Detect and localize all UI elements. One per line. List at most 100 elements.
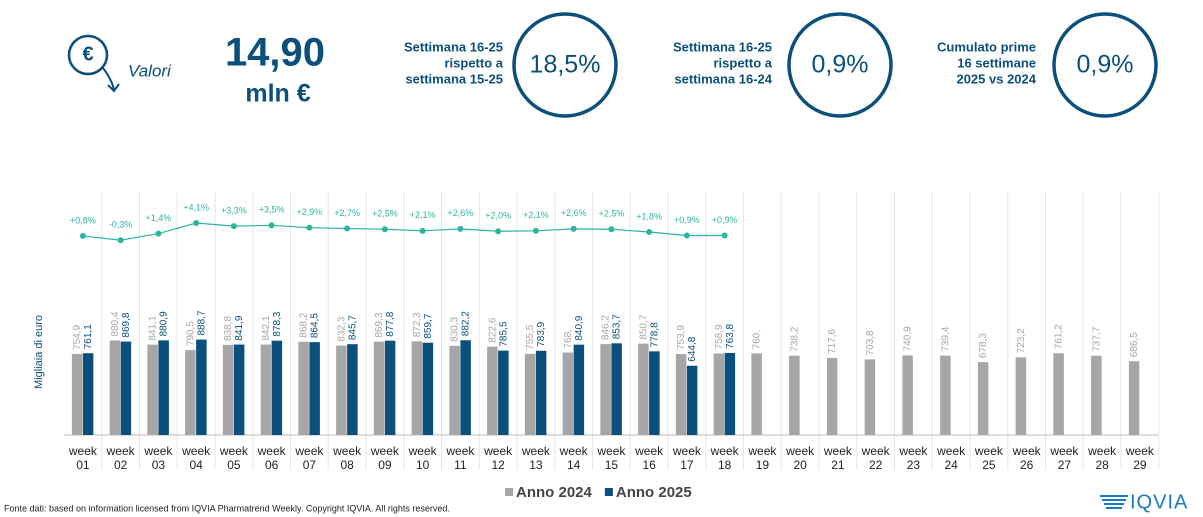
icon-label: Valori bbox=[128, 61, 172, 80]
x-tick-line: week bbox=[634, 444, 664, 458]
value-label: 768, bbox=[563, 329, 574, 348]
x-tick-line: 06 bbox=[265, 458, 279, 472]
growth-label: +2,7% bbox=[334, 208, 360, 218]
growth-point bbox=[117, 237, 124, 244]
bar bbox=[524, 353, 536, 435]
x-tick-line: 08 bbox=[340, 458, 354, 472]
growth-label: +2,6% bbox=[561, 208, 587, 218]
growth-label: +2,6% bbox=[447, 208, 473, 218]
x-tick-label: week 17 bbox=[672, 444, 702, 472]
growth-point bbox=[570, 225, 577, 232]
value-label: 790,5 bbox=[185, 321, 196, 346]
value-label: 878,3 bbox=[272, 311, 283, 336]
bar bbox=[751, 353, 762, 435]
bar bbox=[158, 340, 169, 435]
total-unit: mln € bbox=[245, 80, 310, 108]
legend-label: Anno 2024 bbox=[516, 484, 593, 501]
x-tick-line: week bbox=[1049, 444, 1079, 458]
growth-label: +0,8% bbox=[70, 215, 96, 225]
bar bbox=[309, 342, 320, 435]
arrow-icon bbox=[102, 67, 120, 93]
bar bbox=[611, 343, 622, 435]
x-tick-label: week 16 bbox=[634, 444, 664, 472]
x-tick-label: week 06 bbox=[257, 444, 287, 472]
x-tick-line: week bbox=[370, 444, 400, 458]
x-tick-label: week 27 bbox=[1049, 444, 1079, 472]
value-label: 763,8 bbox=[725, 323, 736, 348]
bar bbox=[1091, 355, 1102, 435]
value-label: 753,9 bbox=[676, 325, 687, 350]
logo-bar bbox=[1104, 503, 1124, 505]
growth-label: +3,5% bbox=[259, 205, 285, 215]
growth-point bbox=[608, 226, 615, 233]
total-value: 14,90 bbox=[225, 31, 325, 75]
value-label: 644,8 bbox=[687, 336, 698, 361]
bar bbox=[373, 341, 385, 435]
logo-bar bbox=[1100, 495, 1128, 497]
x-tick-line: week bbox=[1087, 444, 1117, 458]
growth-label: +1,8% bbox=[636, 211, 662, 221]
kpi-circle bbox=[787, 12, 893, 118]
x-tick-label: week 25 bbox=[974, 444, 1004, 472]
value-label: 877,8 bbox=[385, 311, 396, 336]
x-tick-line: week bbox=[672, 444, 702, 458]
bar bbox=[336, 345, 347, 435]
value-label: 846,2 bbox=[601, 315, 612, 340]
kpi-value: 0,9% bbox=[812, 51, 869, 79]
bar bbox=[422, 342, 434, 435]
bar bbox=[789, 355, 800, 435]
x-tick-line: week bbox=[559, 444, 589, 458]
value-label: 880,4 bbox=[110, 311, 121, 336]
bar bbox=[562, 352, 574, 435]
x-tick-label: week 03 bbox=[143, 444, 173, 472]
value-label: 845,7 bbox=[347, 315, 358, 340]
growth-point bbox=[495, 228, 502, 235]
x-tick-label: week 04 bbox=[181, 444, 211, 472]
growth-point bbox=[532, 227, 539, 234]
value-label: 686,5 bbox=[1129, 332, 1140, 357]
x-tick-label: week 15 bbox=[596, 444, 626, 472]
x-tick-label: week 21 bbox=[823, 444, 853, 472]
legend-swatch bbox=[505, 488, 513, 496]
growth-label: +2,1% bbox=[523, 210, 549, 220]
bar bbox=[82, 353, 94, 435]
value-label: 868,2 bbox=[299, 312, 310, 337]
value-label: 761,2 bbox=[1054, 324, 1065, 349]
value-label: 888,7 bbox=[196, 310, 207, 335]
bar bbox=[487, 346, 498, 435]
kpi-value: 18,5% bbox=[530, 51, 601, 79]
x-tick-line: week bbox=[408, 444, 438, 458]
x-tick-line: 28 bbox=[1095, 458, 1109, 472]
bar bbox=[196, 339, 207, 435]
bar bbox=[347, 344, 358, 435]
x-tick-line: 02 bbox=[114, 458, 128, 472]
x-tick-line: 16 bbox=[642, 458, 656, 472]
x-tick-line: 20 bbox=[793, 458, 807, 472]
x-tick-line: week bbox=[106, 444, 136, 458]
x-tick-line: week bbox=[861, 444, 891, 458]
growth-label: +1,4% bbox=[145, 213, 171, 223]
x-tick-line: 29 bbox=[1133, 458, 1147, 472]
x-tick-label: week 08 bbox=[332, 444, 362, 472]
bar bbox=[71, 353, 83, 435]
kpi-label: settimana 16-24 bbox=[674, 71, 772, 86]
bar bbox=[1015, 357, 1027, 435]
x-tick-label: week 24 bbox=[936, 444, 966, 472]
legend-swatch bbox=[604, 488, 613, 496]
x-tick-line: week bbox=[257, 444, 287, 458]
x-tick-line: 22 bbox=[869, 458, 883, 472]
value-label: 723,2 bbox=[1016, 328, 1027, 353]
value-label: 785,5 bbox=[498, 321, 509, 346]
value-label: 703,8 bbox=[865, 330, 876, 355]
x-tick-line: 19 bbox=[756, 458, 770, 472]
bar bbox=[638, 343, 649, 435]
euro-symbol: € bbox=[82, 43, 93, 65]
x-tick-line: 11 bbox=[454, 458, 467, 472]
growth-label: -0,3% bbox=[109, 220, 133, 230]
x-tick-label: week 13 bbox=[521, 444, 551, 472]
growth-point bbox=[344, 225, 351, 232]
kpi-circle bbox=[1052, 12, 1158, 118]
value-label: 850,7 bbox=[638, 314, 649, 339]
bar bbox=[260, 344, 272, 435]
bar bbox=[271, 340, 283, 435]
